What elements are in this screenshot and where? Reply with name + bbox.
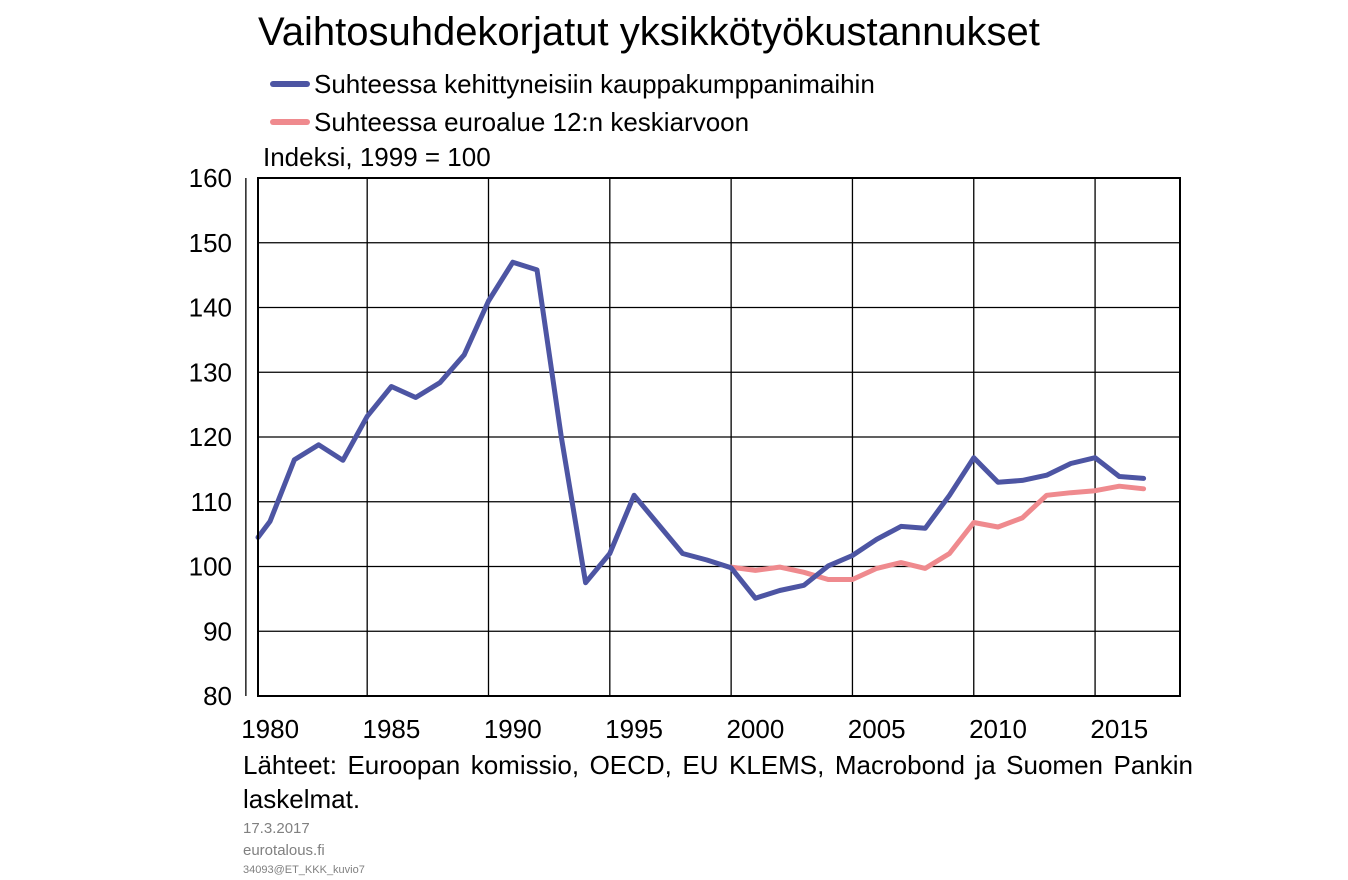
plot-frame <box>257 177 1181 697</box>
y-tick-label-100: 100 <box>189 552 232 582</box>
legend-item-trading-partners: Suhteessa kehittyneisiin kauppakumppanim… <box>270 66 875 102</box>
chart-code: 34093@ET_KKK_kuvio7 <box>243 864 365 876</box>
x-tick-label-1985: 1985 <box>363 714 421 744</box>
chart-title: Vaihtosuhdekorjatut yksikkötyökustannuks… <box>258 10 1040 54</box>
legend-label-trading-partners: Suhteessa kehittyneisiin kauppakumppanim… <box>314 68 875 99</box>
legend-label-euro-area: Suhteessa euroalue 12:n keskiarvoon <box>314 106 750 137</box>
x-tick-label-2010: 2010 <box>969 714 1027 744</box>
y-tick-label-130: 130 <box>189 357 232 387</box>
x-tick-label-2015: 2015 <box>1090 714 1148 744</box>
y-axis-unit-label: Indeksi, 1999 = 100 <box>263 142 491 172</box>
y-tick-label-80: 80 <box>203 681 232 711</box>
legend-item-euro-area: Suhteessa euroalue 12:n keskiarvoon <box>270 104 749 140</box>
series-line-euro-area <box>728 483 1147 582</box>
grid-lines <box>245 177 1180 697</box>
x-tick-labels: 1980 1985 1990 1995 2000 2005 2010 2015 <box>241 714 1148 744</box>
series-line-trading-partners <box>255 259 1147 601</box>
x-tick-label-2000: 2000 <box>726 714 784 744</box>
y-tick-label-110: 110 <box>191 487 232 517</box>
y-tick-label-160: 160 <box>189 163 232 193</box>
y-tick-label-140: 140 <box>189 293 232 323</box>
publish-date: 17.3.2017 <box>243 820 310 837</box>
legend-swatch-euro-area <box>270 119 310 125</box>
x-tick-label-1995: 1995 <box>605 714 663 744</box>
x-tick-label-1980: 1980 <box>241 714 299 744</box>
y-tick-labels: 80 90 100 110 120 130 140 150 160 <box>189 163 232 711</box>
x-tick-label-2005: 2005 <box>848 714 906 744</box>
source-note: Lähteet: Euroopan komissio, OECD, EU KLE… <box>243 750 1193 814</box>
series-lines <box>255 259 1147 601</box>
site-name: eurotalous.fi <box>243 842 325 859</box>
x-tick-label-1990: 1990 <box>484 714 542 744</box>
legend-swatch-trading-partners <box>270 81 310 87</box>
y-tick-label-150: 150 <box>189 228 232 258</box>
y-tick-label-90: 90 <box>203 616 232 646</box>
y-tick-label-120: 120 <box>189 422 232 452</box>
